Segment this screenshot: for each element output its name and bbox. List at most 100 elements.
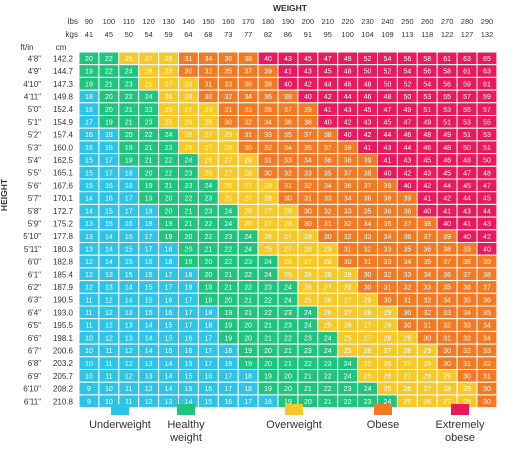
bmi-value-label: 25 bbox=[403, 399, 411, 406]
height-cm-label: 190.5 bbox=[53, 296, 74, 305]
bmi-value-label: 24 bbox=[264, 272, 272, 279]
bmi-value-label: 37 bbox=[423, 234, 431, 241]
bmi-value-label: 28 bbox=[403, 348, 411, 355]
bmi-value-label: 39 bbox=[344, 145, 352, 152]
bmi-value-label: 59 bbox=[483, 94, 491, 101]
bmi-value-label: 31 bbox=[403, 297, 411, 304]
bmi-value-label: 27 bbox=[264, 221, 272, 228]
weight-kgs-label: 127 bbox=[461, 30, 474, 39]
bmi-value-label: 45 bbox=[443, 170, 451, 177]
bmi-value-label: 53 bbox=[423, 94, 431, 101]
bmi-value-label: 15 bbox=[145, 297, 153, 304]
bmi-value-label: 17 bbox=[105, 170, 113, 177]
bmi-value-label: 21 bbox=[125, 107, 133, 114]
bmi-value-label: 31 bbox=[204, 81, 212, 88]
height-ftin-label: 5'11" bbox=[24, 245, 41, 254]
bmi-value-label: 27 bbox=[145, 56, 153, 63]
bmi-value-label: 32 bbox=[403, 285, 411, 292]
bmi-value-label: 17 bbox=[165, 272, 173, 279]
bmi-value-label: 63 bbox=[463, 56, 471, 63]
bmi-value-label: 32 bbox=[483, 361, 491, 368]
bmi-value-label: 28 bbox=[443, 386, 451, 393]
height-ftin-label: 6'1" bbox=[28, 270, 41, 279]
bmi-value-label: 16 bbox=[105, 196, 113, 203]
bmi-value-label: 34 bbox=[463, 310, 471, 317]
bmi-value-label: 32 bbox=[384, 272, 392, 279]
height-ftin-label: 4'9" bbox=[28, 67, 41, 76]
bmi-value-label: 18 bbox=[224, 348, 232, 355]
bmi-value-label: 35 bbox=[384, 221, 392, 228]
bmi-value-label: 30 bbox=[185, 69, 193, 76]
bmi-value-label: 14 bbox=[105, 234, 113, 241]
height-cm-label: 144.7 bbox=[53, 67, 74, 76]
height-ftin-label: 5'9" bbox=[28, 219, 41, 228]
bmi-value-label: 56 bbox=[403, 56, 411, 63]
bmi-value-label: 16 bbox=[125, 221, 133, 228]
bmi-value-label: 29 bbox=[364, 297, 372, 304]
bmi-value-label: 33 bbox=[443, 310, 451, 317]
bmi-value-label: 22 bbox=[344, 399, 352, 406]
bmi-value-label: 53 bbox=[443, 107, 451, 114]
bmi-value-label: 36 bbox=[443, 272, 451, 279]
bmi-value-label: 40 bbox=[324, 119, 332, 126]
bmi-value-label: 11 bbox=[85, 310, 92, 317]
bmi-value-label: 26 bbox=[344, 323, 352, 330]
bmi-value-label: 26 bbox=[324, 310, 332, 317]
bmi-value-label: 13 bbox=[125, 310, 133, 317]
height-cm-label: 167.6 bbox=[53, 181, 74, 190]
bmi-value-label: 16 bbox=[145, 259, 153, 266]
bmi-value-label: 50 bbox=[463, 145, 471, 152]
bmi-value-label: 40 bbox=[403, 183, 411, 190]
bmi-value-label: 38 bbox=[423, 221, 431, 228]
bmi-value-label: 34 bbox=[483, 323, 491, 330]
bmi-value-label: 39 bbox=[384, 183, 392, 190]
bmi-value-label: 32 bbox=[463, 348, 471, 355]
bmi-value-label: 29 bbox=[284, 208, 292, 215]
bmi-value-label: 28 bbox=[344, 285, 352, 292]
bmi-value-label: 9 bbox=[87, 399, 91, 406]
bmi-value-label: 30 bbox=[304, 221, 312, 228]
bmi-value-label: 18 bbox=[204, 310, 212, 317]
bmi-value-label: 21 bbox=[165, 183, 173, 190]
bmi-value-label: 23 bbox=[185, 170, 193, 177]
bmi-value-label: 48 bbox=[364, 81, 372, 88]
bmi-value-label: 24 bbox=[125, 69, 133, 76]
bmi-value-label: 19 bbox=[264, 373, 272, 380]
bmi-value-label: 32 bbox=[443, 323, 451, 330]
bmi-value-label: 11 bbox=[125, 399, 132, 406]
bmi-value-label: 37 bbox=[304, 132, 312, 139]
bmi-value-label: 27 bbox=[423, 386, 431, 393]
bmi-value-label: 14 bbox=[145, 348, 153, 355]
bmi-value-label: 19 bbox=[185, 259, 193, 266]
bmi-value-label: 14 bbox=[165, 373, 173, 380]
bmi-value-label: 29 bbox=[264, 183, 272, 190]
bmi-value-label: 10 bbox=[85, 348, 93, 355]
height-ftin-label: 5'3" bbox=[28, 143, 41, 152]
bmi-value-label: 33 bbox=[384, 259, 392, 266]
bmi-value-label: 30 bbox=[264, 170, 272, 177]
bmi-value-label: 16 bbox=[85, 132, 93, 139]
weight-lbs-label: 200 bbox=[302, 17, 315, 26]
bmi-value-label: 24 bbox=[304, 310, 312, 317]
bmi-value-label: 21 bbox=[244, 297, 252, 304]
bmi-value-label: 26 bbox=[304, 285, 312, 292]
bmi-value-label: 40 bbox=[304, 94, 312, 101]
bmi-value-label: 42 bbox=[483, 234, 491, 241]
bmi-value-label: 44 bbox=[344, 94, 352, 101]
bmi-value-label: 34 bbox=[384, 234, 392, 241]
bmi-value-label: 18 bbox=[165, 246, 173, 253]
bmi-value-label: 34 bbox=[403, 259, 411, 266]
bmi-value-label: 23 bbox=[304, 335, 312, 342]
bmi-value-label: 28 bbox=[364, 310, 372, 317]
bmi-value-label: 15 bbox=[105, 221, 113, 228]
bmi-value-label: 31 bbox=[284, 183, 292, 190]
bmi-value-label: 31 bbox=[224, 107, 232, 114]
bmi-value-label: 20 bbox=[204, 259, 212, 266]
bmi-value-label: 39 bbox=[483, 259, 491, 266]
legend-label-underweight: Underweight bbox=[89, 419, 151, 431]
bmi-value-label: 27 bbox=[264, 208, 272, 215]
bmi-value-label: 26 bbox=[185, 119, 193, 126]
bmi-value-label: 27 bbox=[403, 373, 411, 380]
weight-lbs-label: 280 bbox=[461, 17, 474, 26]
bmi-value-label: 23 bbox=[165, 145, 173, 152]
